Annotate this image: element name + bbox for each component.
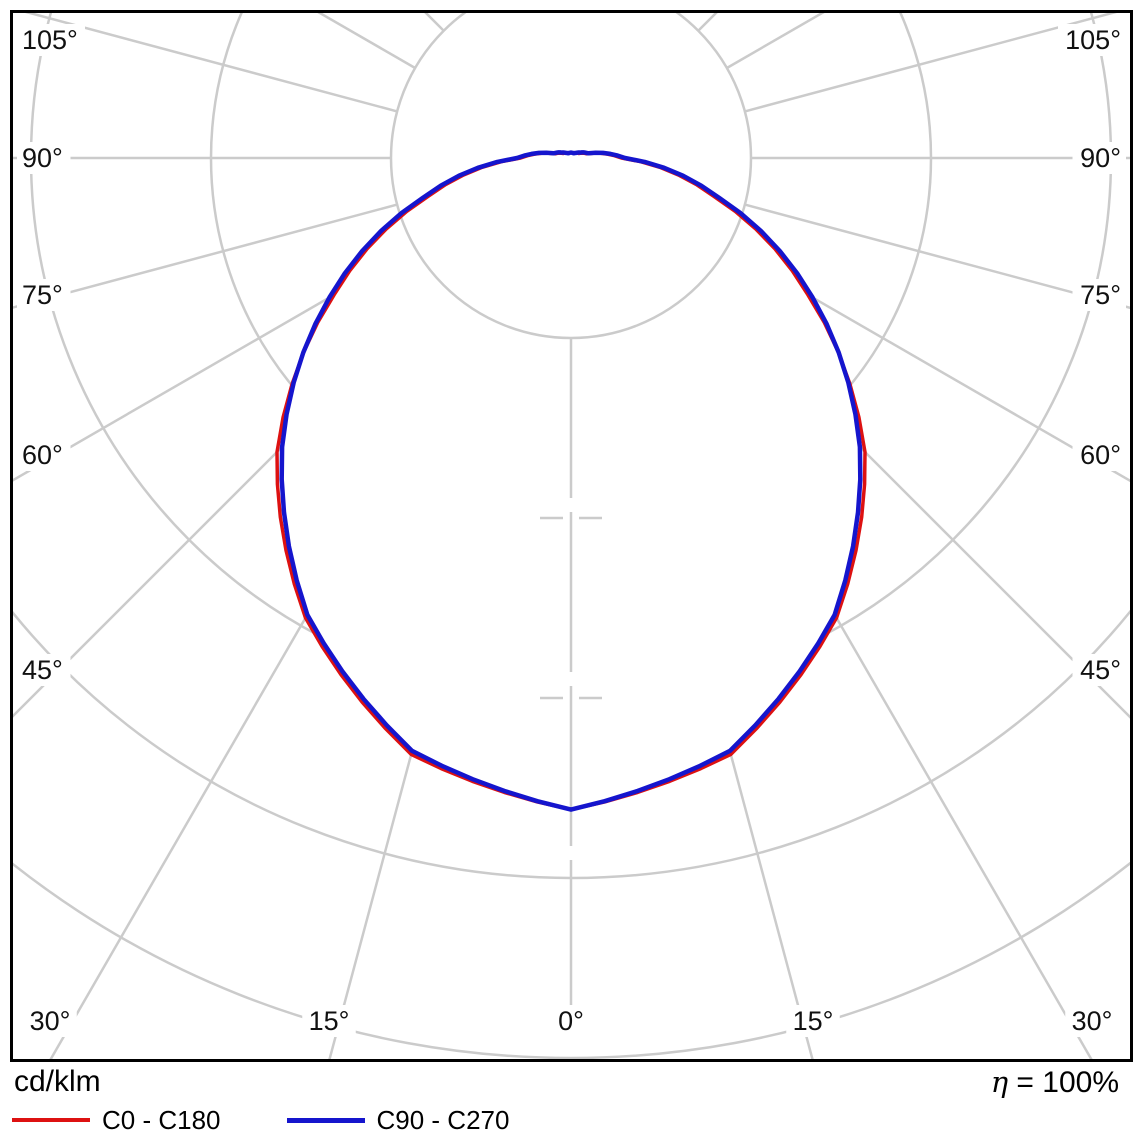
angle-label: 45°	[22, 655, 63, 685]
angle-label-bg	[17, 654, 71, 686]
grid-ray	[13, 203, 398, 309]
angle-label-bg	[551, 1005, 591, 1037]
angle-label-bg	[17, 439, 71, 471]
angle-label: 30°	[1072, 1006, 1113, 1036]
angle-label-bg	[1072, 654, 1126, 686]
eta-symbol: η	[990, 1065, 1009, 1099]
legend-item-c0-c180: C0 - C180	[12, 1106, 221, 1134]
angle-label: 15°	[793, 1006, 834, 1036]
grid-ray	[744, 13, 1117, 113]
angle-label-bg	[17, 142, 71, 174]
angle-label-bg	[23, 1005, 77, 1037]
angle-label: 105°	[22, 25, 78, 55]
grid-ray	[697, 284, 1130, 719]
legend-swatch-c0-c180	[12, 1118, 90, 1122]
legend: C0 - C180 C90 - C270	[12, 1106, 575, 1134]
grid-ray	[616, 331, 814, 1059]
efficiency-label: η = 100%	[991, 1066, 1119, 1099]
angle-label-bg	[786, 1005, 840, 1037]
grid-ray	[726, 246, 1130, 483]
grid-ray	[13, 246, 416, 482]
angle-label: 60°	[22, 440, 63, 470]
angle-label-bg	[1072, 439, 1126, 471]
angle-label: 45°	[1080, 655, 1121, 685]
grid-ray	[744, 203, 1130, 310]
legend-label-c90-c270: C90 - C270	[376, 1105, 510, 1135]
grid-ray	[659, 313, 1093, 1059]
grid-ring	[13, 861, 1130, 1059]
angle-label: 90°	[1080, 143, 1121, 173]
polar-chart: 105° 90° 75° 60° 45° 105° 90° 75° 60° 45° 30° 15° 0°…	[10, 10, 1133, 1062]
angle-labels: 105° 90° 75° 60° 45° 105° 90° 75° 60° 45° 30° 15° 0°…	[17, 24, 1126, 1037]
angle-label: 105°	[1065, 25, 1121, 55]
angle-label-bg	[1072, 142, 1126, 174]
angle-label: 90°	[22, 143, 63, 173]
angle-label-bg	[302, 1005, 356, 1037]
grid-ray	[49, 313, 483, 1059]
angle-label: 75°	[1080, 280, 1121, 310]
angle-label-bg	[17, 24, 85, 56]
grid-ray	[25, 13, 398, 113]
angle-label-bg	[17, 279, 71, 311]
angle-label-bg	[1072, 279, 1126, 311]
grid-ray	[328, 331, 526, 1059]
angle-label: 15°	[309, 1006, 350, 1036]
legend-label-c0-c180: C0 - C180	[102, 1105, 221, 1135]
plot-border	[10, 10, 1133, 1062]
angle-label: 60°	[1080, 440, 1121, 470]
angle-label: 75°	[22, 280, 63, 310]
eta-separator: =	[1008, 1066, 1043, 1099]
curve-c90-c270	[279, 150, 863, 812]
legend-item-c90-c270: C90 - C270	[286, 1105, 510, 1135]
eta-value: 100%	[1042, 1066, 1119, 1099]
angle-label-bg	[1065, 1005, 1119, 1037]
angle-label: 0°	[558, 1006, 584, 1036]
chart-footer: cd/klm η = 100% C0 - C180 C90 - C270	[0, 1062, 1143, 1143]
units-label: cd/klm	[14, 1065, 101, 1098]
legend-swatch-c90-c270	[286, 1117, 365, 1123]
plot-area: 105° 90° 75° 60° 45° 105° 90° 75° 60° 45° 30° 15° 0°…	[13, 13, 1130, 1059]
angle-label: 30°	[30, 1006, 71, 1036]
angle-label-bg	[1058, 24, 1126, 56]
grid-ray	[13, 284, 445, 718]
polar-chart-svg: 105° 90° 75° 60° 45° 105° 90° 75° 60° 45° 30° 15° 0°…	[10, 10, 1133, 1062]
